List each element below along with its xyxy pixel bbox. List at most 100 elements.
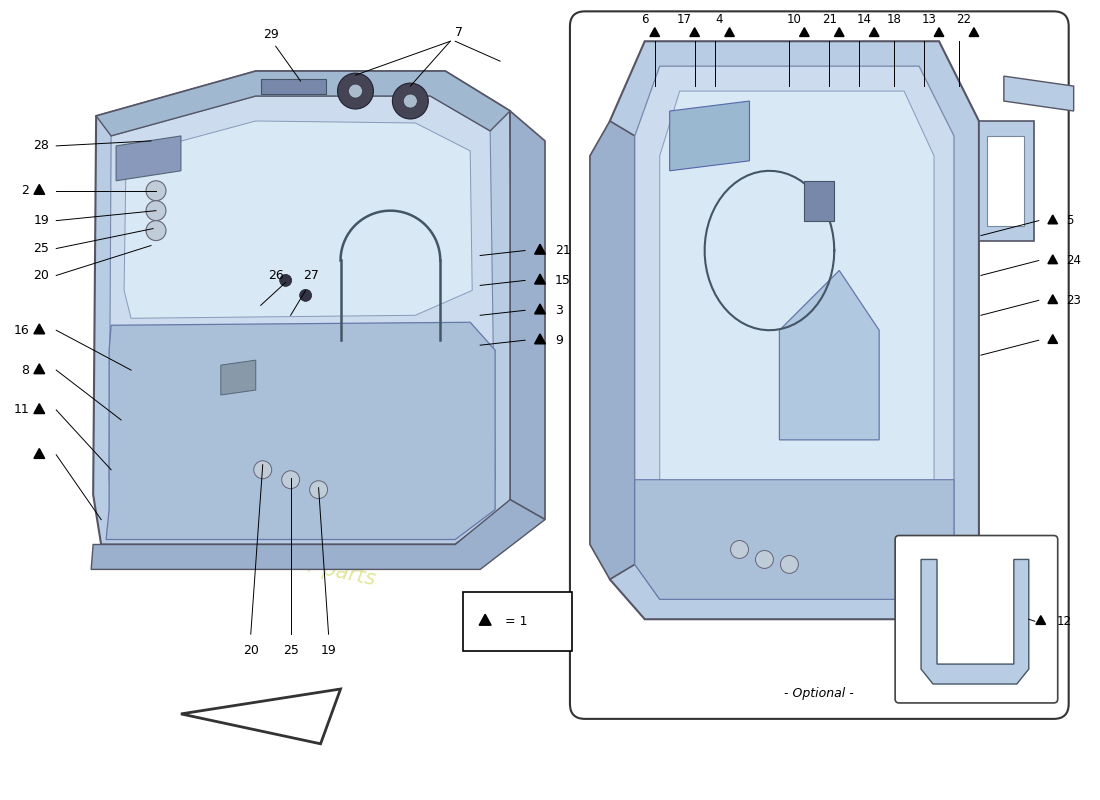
Polygon shape bbox=[979, 121, 1034, 241]
Polygon shape bbox=[535, 244, 546, 254]
Circle shape bbox=[146, 181, 166, 201]
Circle shape bbox=[780, 555, 799, 574]
Polygon shape bbox=[869, 28, 879, 37]
Polygon shape bbox=[921, 559, 1028, 684]
Polygon shape bbox=[1048, 215, 1057, 224]
Text: 7: 7 bbox=[455, 26, 463, 39]
Circle shape bbox=[393, 83, 428, 119]
Text: 23: 23 bbox=[1066, 294, 1080, 307]
Polygon shape bbox=[535, 334, 546, 344]
Polygon shape bbox=[535, 274, 546, 284]
Polygon shape bbox=[660, 91, 934, 574]
Text: 16: 16 bbox=[13, 324, 30, 337]
Polygon shape bbox=[94, 71, 515, 545]
Polygon shape bbox=[987, 136, 1024, 226]
Polygon shape bbox=[969, 28, 979, 37]
Polygon shape bbox=[1048, 255, 1057, 264]
Polygon shape bbox=[34, 185, 45, 194]
Text: 5: 5 bbox=[1066, 214, 1074, 227]
Polygon shape bbox=[1048, 334, 1057, 343]
Text: 13: 13 bbox=[922, 14, 936, 26]
Polygon shape bbox=[635, 480, 954, 599]
Polygon shape bbox=[480, 614, 491, 626]
Text: 18: 18 bbox=[887, 14, 902, 26]
Polygon shape bbox=[34, 404, 45, 414]
Polygon shape bbox=[535, 304, 546, 314]
Text: 11: 11 bbox=[13, 403, 30, 417]
Circle shape bbox=[254, 461, 272, 478]
Text: 8: 8 bbox=[21, 364, 30, 377]
Polygon shape bbox=[117, 136, 180, 181]
Polygon shape bbox=[804, 181, 834, 221]
Polygon shape bbox=[635, 66, 954, 599]
Text: 10: 10 bbox=[786, 14, 802, 26]
Polygon shape bbox=[725, 28, 735, 37]
Text: a passion for parts: a passion for parts bbox=[184, 530, 378, 590]
Polygon shape bbox=[800, 28, 810, 37]
Polygon shape bbox=[1036, 616, 1045, 625]
Text: 25: 25 bbox=[283, 644, 298, 657]
Text: 12: 12 bbox=[1057, 614, 1071, 628]
Polygon shape bbox=[780, 270, 879, 440]
Circle shape bbox=[404, 94, 417, 108]
Text: 22: 22 bbox=[957, 14, 971, 26]
Text: a passion for parts: a passion for parts bbox=[728, 398, 870, 442]
Polygon shape bbox=[1048, 294, 1057, 303]
Polygon shape bbox=[934, 28, 944, 37]
Circle shape bbox=[349, 84, 363, 98]
Polygon shape bbox=[109, 96, 495, 519]
Text: 15: 15 bbox=[556, 274, 571, 287]
Text: 20: 20 bbox=[243, 644, 258, 657]
Text: 28: 28 bbox=[33, 139, 50, 152]
Polygon shape bbox=[34, 364, 45, 374]
Text: 29: 29 bbox=[263, 28, 278, 42]
Text: 19: 19 bbox=[321, 644, 337, 657]
Text: 3: 3 bbox=[556, 304, 563, 317]
Circle shape bbox=[756, 550, 773, 569]
FancyBboxPatch shape bbox=[570, 11, 1069, 719]
FancyBboxPatch shape bbox=[895, 535, 1058, 703]
Text: 9: 9 bbox=[556, 334, 563, 346]
Polygon shape bbox=[91, 500, 544, 570]
Text: 4: 4 bbox=[716, 14, 724, 26]
Circle shape bbox=[299, 290, 311, 302]
Text: 26: 26 bbox=[267, 269, 284, 282]
Circle shape bbox=[146, 201, 166, 221]
Polygon shape bbox=[180, 689, 341, 744]
Polygon shape bbox=[510, 111, 544, 519]
Polygon shape bbox=[96, 71, 510, 136]
Circle shape bbox=[730, 541, 748, 558]
FancyBboxPatch shape bbox=[463, 592, 572, 651]
Polygon shape bbox=[650, 28, 660, 37]
Polygon shape bbox=[221, 360, 255, 395]
Text: 24: 24 bbox=[1066, 254, 1080, 267]
Polygon shape bbox=[609, 42, 979, 619]
Text: = 1: = 1 bbox=[505, 614, 528, 628]
Circle shape bbox=[146, 221, 166, 241]
Circle shape bbox=[338, 73, 373, 109]
Text: ELUDES: ELUDES bbox=[683, 296, 915, 345]
Text: 2: 2 bbox=[21, 184, 30, 198]
Text: 25: 25 bbox=[33, 242, 50, 255]
Text: - Optional -: - Optional - bbox=[784, 687, 855, 701]
Polygon shape bbox=[590, 121, 635, 579]
Polygon shape bbox=[1004, 76, 1074, 111]
Text: 27: 27 bbox=[302, 269, 319, 282]
Text: ELUDES: ELUDES bbox=[103, 413, 458, 487]
Polygon shape bbox=[690, 28, 700, 37]
Circle shape bbox=[309, 481, 328, 498]
Text: 21: 21 bbox=[556, 244, 571, 257]
Circle shape bbox=[282, 470, 299, 489]
Polygon shape bbox=[34, 449, 45, 458]
Polygon shape bbox=[835, 28, 844, 37]
Polygon shape bbox=[261, 79, 326, 94]
Text: 14: 14 bbox=[857, 14, 871, 26]
Text: 19: 19 bbox=[33, 214, 50, 227]
Polygon shape bbox=[34, 324, 45, 334]
Text: 6: 6 bbox=[641, 14, 649, 26]
Text: 17: 17 bbox=[678, 14, 692, 26]
Circle shape bbox=[279, 274, 292, 286]
Text: 21: 21 bbox=[822, 14, 837, 26]
Polygon shape bbox=[670, 101, 749, 170]
Polygon shape bbox=[124, 121, 472, 318]
